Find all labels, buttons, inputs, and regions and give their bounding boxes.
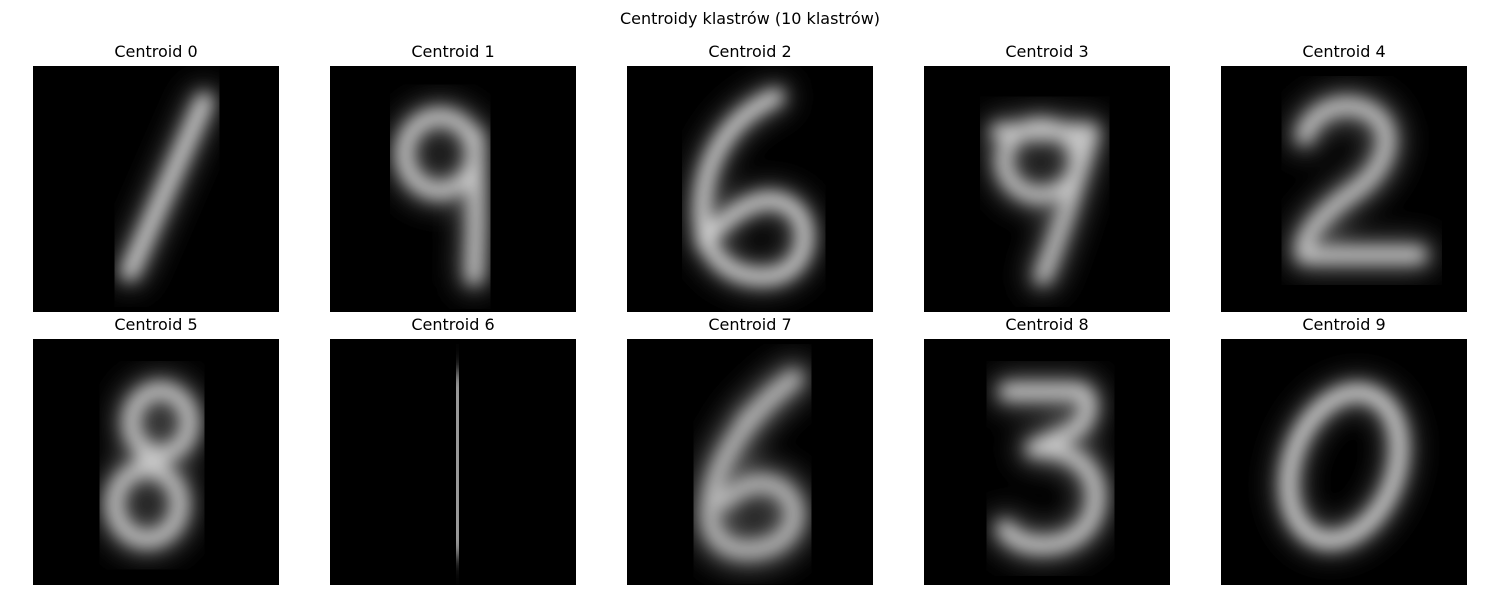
digit-stroke: [449, 371, 465, 557]
centroid-image: [1221, 339, 1467, 585]
digit-stroke: [397, 109, 484, 285]
centroid-title: Centroid 8: [1005, 315, 1089, 334]
centroid-image: [33, 339, 279, 585]
digit-stroke: [991, 119, 1098, 284]
digit-stroke: [1296, 98, 1427, 263]
digit-stroke: [695, 89, 812, 284]
centroid-title: Centroid 6: [411, 315, 495, 334]
centroid-title: Centroid 7: [708, 315, 792, 334]
centroid-title: Centroid 2: [708, 42, 792, 61]
centroid-title: Centroid 4: [1302, 42, 1386, 61]
digit-stroke: [997, 384, 1104, 553]
centroid-image: [924, 339, 1170, 585]
centroid-image: [627, 66, 873, 312]
centroid-title: Centroid 5: [114, 315, 198, 334]
centroid-image: [1221, 66, 1467, 312]
centroid-image: [627, 339, 873, 585]
centroid-title: Centroid 9: [1302, 315, 1386, 334]
digit-stroke: [122, 93, 212, 280]
centroid-image: [330, 66, 576, 312]
centroid-title: Centroid 0: [114, 42, 198, 61]
figure-title: Centroidy klastrów (10 klastrów): [619, 9, 881, 28]
centroid-title: Centroid 1: [411, 42, 495, 61]
digit-stroke: [1281, 384, 1407, 548]
centroid-image: [330, 339, 576, 585]
centroid-title: Centroid 3: [1005, 42, 1089, 61]
centroid-image: [33, 66, 279, 312]
centroid-image: [924, 66, 1170, 312]
digit-stroke: [107, 383, 197, 547]
digit-stroke: [702, 370, 803, 558]
